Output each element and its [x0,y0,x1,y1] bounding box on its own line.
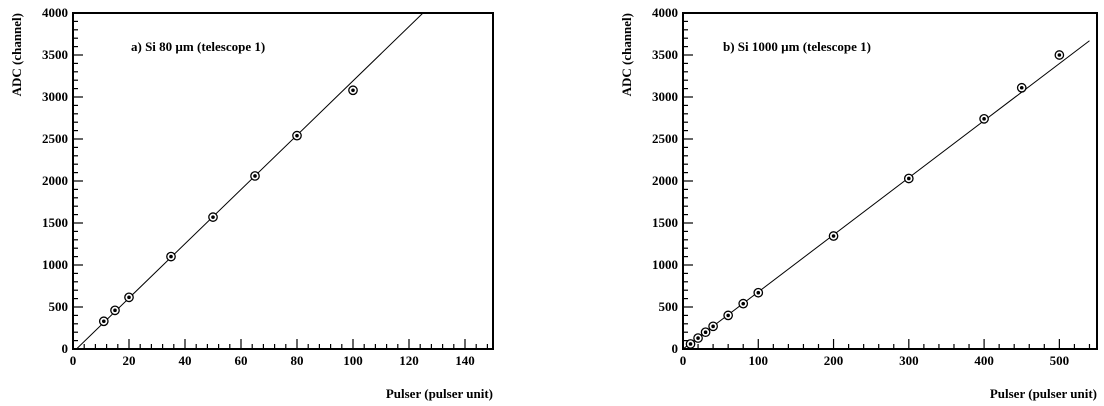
data-point-dot [688,342,693,346]
data-point-dot [1019,85,1024,90]
data-point [708,321,718,332]
data-point-dot [726,313,730,318]
data-point [110,305,120,316]
y-tick-label: 500 [49,299,69,314]
data-point-dot [102,319,106,324]
y-tick-label: 3500 [42,47,68,62]
y-tick-label: 0 [62,341,69,356]
data-point [979,113,989,124]
x-tick-label: 500 [1050,353,1070,368]
data-point [685,339,696,349]
x-tick-label: 0 [680,353,687,368]
y-tick-label: 2500 [42,131,68,146]
y-tick-label: 1500 [652,215,678,230]
data-point-dot [113,308,117,313]
y-tick-label: 3000 [652,89,678,104]
data-point [753,287,764,298]
data-point [738,298,749,309]
data-point-dot [703,330,708,335]
data-point-dot [253,174,257,178]
x-tick-label: 400 [974,353,994,368]
data-point [723,310,734,321]
panel-label: b) Si 1000 µm (telescope 1) [723,39,871,54]
data-point [348,85,358,96]
y-tick-label: 4000 [652,5,678,20]
data-point [693,333,703,343]
x-axis-title: Pulser (pulser unit) [990,386,1097,401]
data-point-dot [741,301,746,306]
fit-line [75,13,424,349]
y-tick-label: 2000 [42,173,68,188]
data-point-dot [211,215,215,219]
x-tick-label: 100 [749,353,769,368]
y-axis-title: ADC (channel) [619,13,634,96]
y-tick-label: 500 [659,299,679,314]
y-tick-label: 0 [672,341,679,356]
data-point-dot [982,117,986,121]
y-tick-label: 4000 [42,5,68,20]
data-point-dot [756,290,761,295]
data-point-dot [907,176,911,181]
data-point-dot [127,295,131,300]
x-tick-label: 200 [824,353,844,368]
y-tick-label: 1500 [42,215,68,230]
data-point [828,231,839,241]
y-tick-label: 3500 [652,47,678,62]
y-tick-label: 2000 [652,173,678,188]
x-tick-label: 20 [123,353,136,368]
x-tick-label: 40 [179,353,192,368]
data-point [166,251,176,262]
y-axis-title: ADC (channel) [9,13,24,96]
chart-panel-b: 0 100 200 300 400 500 0 500 1000 1500 2000 2500 3000… [619,5,1098,401]
data-point-dot [1057,53,1062,57]
data-point [124,292,134,303]
data-point-dot [295,133,299,138]
y-tick-label: 3000 [42,89,68,104]
x-tick-label: 300 [899,353,919,368]
y-tick-label: 2500 [652,131,678,146]
data-point [1016,82,1027,93]
data-point [292,130,302,141]
data-point [208,212,218,222]
data-point-dot [169,254,173,259]
x-tick-label: 100 [343,353,363,368]
x-axis-title: Pulser (pulser unit) [386,386,493,401]
x-tick-label: 140 [455,353,475,368]
data-point [1054,50,1065,60]
data-point-dot [831,234,836,238]
x-tick-label: 80 [291,353,304,368]
chart-panel-a: 0 20 40 60 80 100 120 140 0 500 1000 1500 2000 2500 30… [9,5,494,401]
data-point [700,327,711,338]
y-tick-label: 1000 [42,257,68,272]
x-tick-label: 120 [399,353,419,368]
x-tick-label: 60 [235,353,248,368]
panel-label: a) Si 80 µm (telescope 1) [131,39,265,54]
data-point-dot [351,88,355,93]
plot-frame [72,12,494,350]
y-tick-label: 1000 [652,257,678,272]
plot-frame [682,12,1098,350]
data-point [98,316,109,327]
data-point-dot [711,324,715,329]
data-point [250,171,260,181]
x-tick-label: 0 [70,353,77,368]
data-point-dot [696,336,700,340]
data-point [903,173,914,184]
